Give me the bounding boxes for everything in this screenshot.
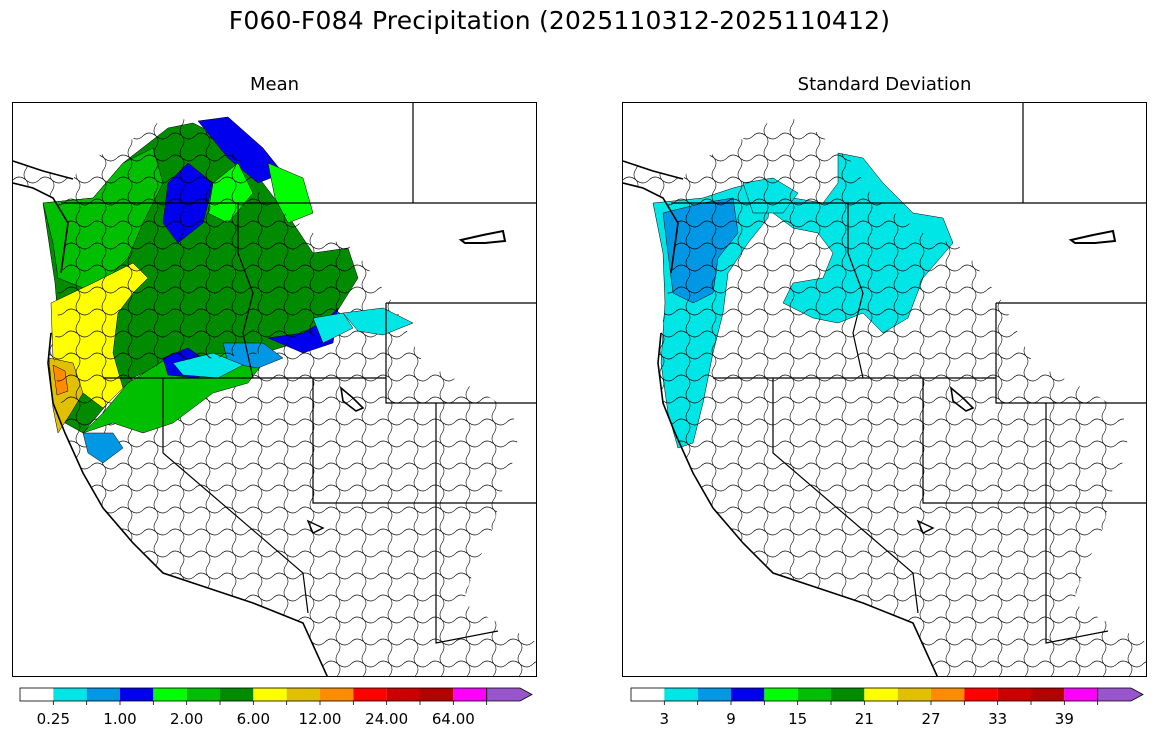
colorbar-mean-label: 2.00	[169, 710, 204, 728]
colorbar-std-segment	[831, 688, 865, 701]
colorbar-std-label: 3	[659, 710, 670, 728]
colorbar-mean-label: 64.00	[431, 710, 475, 728]
colorbar-std-label: 15	[788, 710, 808, 728]
mean-cyan2-region	[342, 307, 414, 336]
colorbar-std-segment	[764, 688, 798, 701]
colorbar-std-label: 39	[1054, 710, 1074, 728]
colorbar-mean-segment	[220, 688, 254, 701]
colorbar-std-label: 27	[921, 710, 941, 728]
colorbar-mean: 0.25 1.00 2.00 6.00 12.00 24.00 64.00	[19, 687, 533, 734]
colorbar-mean-label: 6.00	[236, 710, 271, 728]
colorbar-std-segment	[797, 688, 831, 701]
colorbar-std-segment	[864, 688, 898, 701]
colorbar-std-segment	[964, 688, 998, 701]
colorbar-mean-segment	[486, 687, 533, 702]
colorbar-mean-segment	[186, 688, 220, 701]
colorbar-mean-segment	[386, 688, 420, 701]
colorbar-std-segment	[897, 688, 931, 701]
colorbar-mean-segment	[420, 688, 454, 701]
mean-bright2-region	[267, 162, 314, 224]
panel-title-mean: Mean	[249, 74, 300, 95]
colorbar-std-label: 9	[726, 710, 736, 728]
colorbar-std-label: 21	[854, 710, 874, 728]
colorbar-std-segment	[697, 688, 731, 701]
colorbar-std-segment	[664, 688, 698, 701]
mean-snake-blue-region	[82, 432, 124, 464]
colorbar-mean-segment	[453, 688, 487, 701]
colorbar-mean-segment	[120, 688, 154, 701]
colorbar-std-segment	[1064, 688, 1098, 701]
colorbar-standard-deviation: 3 9 15 21 27 33 39	[630, 687, 1144, 734]
colorbar-std-segment	[631, 688, 665, 701]
colorbar-mean-segment	[153, 688, 187, 701]
colorbar-mean-label: 0.25	[36, 710, 71, 728]
colorbar-std-segment	[997, 688, 1031, 701]
colorbar-mean-segment	[20, 688, 54, 701]
colorbar-std-label: 33	[988, 710, 1008, 728]
colorbar-mean-segment	[253, 688, 287, 701]
colorbar-std-segment	[1031, 688, 1065, 701]
colorbar-std-segment	[1097, 687, 1144, 702]
colorbar-mean-segment	[320, 688, 354, 701]
colorbar-mean-segment	[353, 688, 387, 701]
colorbar-std-segment	[731, 688, 765, 701]
figure-title: F060-F084 Precipitation (2025110312-2025…	[228, 6, 891, 35]
colorbar-mean-segment	[286, 688, 320, 701]
colorbar-mean-label: 12.00	[298, 710, 342, 728]
colorbar-mean-label: 1.00	[103, 710, 137, 728]
colorbar-std-segment	[931, 688, 965, 701]
map-standard-deviation	[622, 102, 1147, 677]
colorbar-mean-segment	[53, 688, 87, 701]
map-mean	[12, 102, 537, 677]
panel-title-std: Standard Deviation	[797, 74, 972, 95]
colorbar-mean-segment	[86, 688, 120, 701]
colorbar-mean-label: 24.00	[365, 710, 409, 728]
